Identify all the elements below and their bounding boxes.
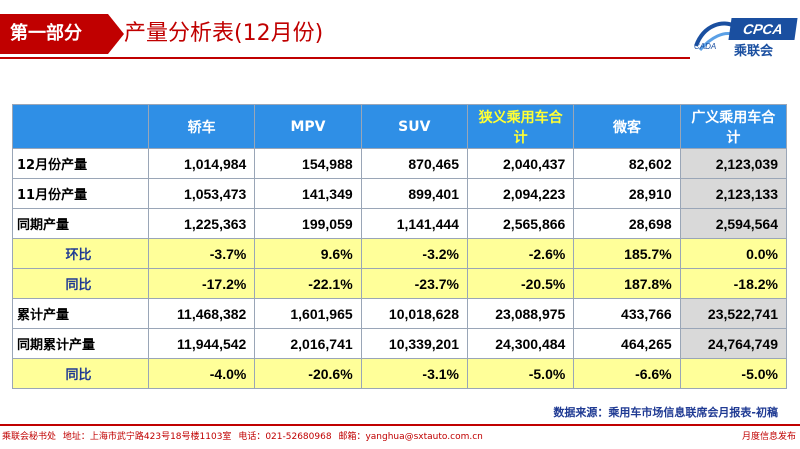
cell: 82,602 — [573, 148, 681, 179]
footer-org: 乘联会秘书处 — [2, 432, 57, 442]
cell: 10,018,628 — [360, 298, 468, 329]
header-narrow-total: 狭义乘用车合计 — [466, 104, 575, 149]
cell: -23.7% — [360, 268, 468, 299]
cell: 24,300,484 — [466, 328, 575, 359]
cell: 2,123,133 — [679, 178, 788, 209]
row-label: 同比 — [12, 268, 149, 299]
cell: 141,349 — [254, 178, 362, 209]
cell: 28,698 — [573, 208, 681, 239]
cell: 11,944,542 — [147, 328, 256, 359]
row-label: 环比 — [12, 238, 149, 269]
table-row: 11月份产量 1,053,473 141,349 899,401 2,094,2… — [12, 178, 788, 209]
cell: 199,059 — [254, 208, 362, 239]
cell: 1,601,965 — [254, 298, 362, 329]
row-label: 同比 — [12, 358, 149, 389]
cell: -2.6% — [466, 238, 575, 269]
footer-right-label: 月度信息发布 — [741, 432, 796, 442]
table-row: 12月份产量 1,014,984 154,988 870,465 2,040,4… — [12, 148, 788, 179]
title-divider — [0, 57, 690, 59]
cell: -4.0% — [147, 358, 256, 389]
footer-divider — [0, 424, 800, 426]
cell: 11,468,382 — [147, 298, 256, 329]
row-label: 12月份产量 — [12, 148, 149, 179]
cell: -3.1% — [360, 358, 468, 389]
cell: 2,565,866 — [466, 208, 575, 239]
row-label: 11月份产量 — [12, 178, 149, 209]
header-blank — [12, 104, 149, 149]
cell: 2,040,437 — [466, 148, 575, 179]
cell: -5.0% — [466, 358, 575, 389]
cell: -18.2% — [679, 268, 788, 299]
footer-contact: 乘联会秘书处 地址：上海市武宁路423号18号楼1103室 电话：021-526… — [2, 429, 487, 442]
cell: -3.7% — [147, 238, 256, 269]
row-label: 累计产量 — [12, 298, 149, 329]
cell: 870,465 — [360, 148, 468, 179]
row-label: 同期产量 — [12, 208, 149, 239]
header-mpv: MPV — [254, 104, 362, 149]
header-suv: SUV — [360, 104, 468, 149]
page-title: 产量分析表(12月份) — [124, 21, 324, 46]
cell: -22.1% — [254, 268, 362, 299]
table-row-pct: 同比 -17.2% -22.1% -23.7% -20.5% 187.8% -1… — [12, 268, 788, 299]
cell: 464,265 — [573, 328, 681, 359]
header-sedan: 轿车 — [147, 104, 256, 149]
source-note: 数据来源：乘用车市场信息联席会月报表-初稿 — [553, 406, 778, 419]
cell: -3.2% — [360, 238, 468, 269]
cell: 1,141,444 — [360, 208, 468, 239]
cell: 2,594,564 — [679, 208, 788, 239]
footer-email: 邮箱：yanghua@sxtauto.com.cn — [338, 432, 483, 442]
cell: 28,910 — [573, 178, 681, 209]
cell: 1,053,473 — [147, 178, 256, 209]
table-row: 同期产量 1,225,363 199,059 1,141,444 2,565,8… — [12, 208, 788, 239]
cell: -20.6% — [254, 358, 362, 389]
cell: 23,522,741 — [679, 298, 788, 329]
table-row-pct: 同比 -4.0% -20.6% -3.1% -5.0% -6.6% -5.0% — [12, 358, 788, 389]
cell: 433,766 — [573, 298, 681, 329]
table-row-pct: 环比 -3.7% 9.6% -3.2% -2.6% 185.7% 0.0% — [12, 238, 788, 269]
table-row: 累计产量 11,468,382 1,601,965 10,018,628 23,… — [12, 298, 788, 329]
cell: 1,014,984 — [147, 148, 256, 179]
cell: -20.5% — [466, 268, 575, 299]
cell: 23,088,975 — [466, 298, 575, 329]
row-label: 同期累计产量 — [12, 328, 149, 359]
cell: 899,401 — [360, 178, 468, 209]
logo-small-text: CADA — [694, 42, 717, 51]
cell: 2,016,741 — [254, 328, 362, 359]
cell: 2,094,223 — [466, 178, 575, 209]
footer-phone: 电话：021-52680968 — [238, 432, 332, 442]
header-minivan: 微客 — [573, 104, 681, 149]
cell: 1,225,363 — [147, 208, 256, 239]
cell: 10,339,201 — [360, 328, 468, 359]
footer-address: 地址：上海市武宁路423号18号楼1103室 — [62, 432, 232, 442]
cell: 187.8% — [573, 268, 681, 299]
table-row: 同期累计产量 11,944,542 2,016,741 10,339,201 2… — [12, 328, 788, 359]
cell: -6.6% — [573, 358, 681, 389]
production-table: 轿车 MPV SUV 狭义乘用车合计 微客 广义乘用车合计 12月份产量 1,0… — [12, 104, 788, 389]
cell: 185.7% — [573, 238, 681, 269]
cell: 154,988 — [254, 148, 362, 179]
cell: -17.2% — [147, 268, 256, 299]
header-broad-total: 广义乘用车合计 — [679, 104, 788, 149]
cell: 2,123,039 — [679, 148, 788, 179]
cell: 9.6% — [254, 238, 362, 269]
cell: -5.0% — [679, 358, 788, 389]
logo-wordmark: CPCA — [728, 18, 798, 40]
logo-chinese: 乘联会 — [734, 44, 774, 59]
cell: 0.0% — [679, 238, 788, 269]
section-tag: 第一部分 — [0, 14, 124, 54]
table-header-row: 轿车 MPV SUV 狭义乘用车合计 微客 广义乘用车合计 — [12, 104, 788, 149]
cell: 24,764,749 — [679, 328, 788, 359]
